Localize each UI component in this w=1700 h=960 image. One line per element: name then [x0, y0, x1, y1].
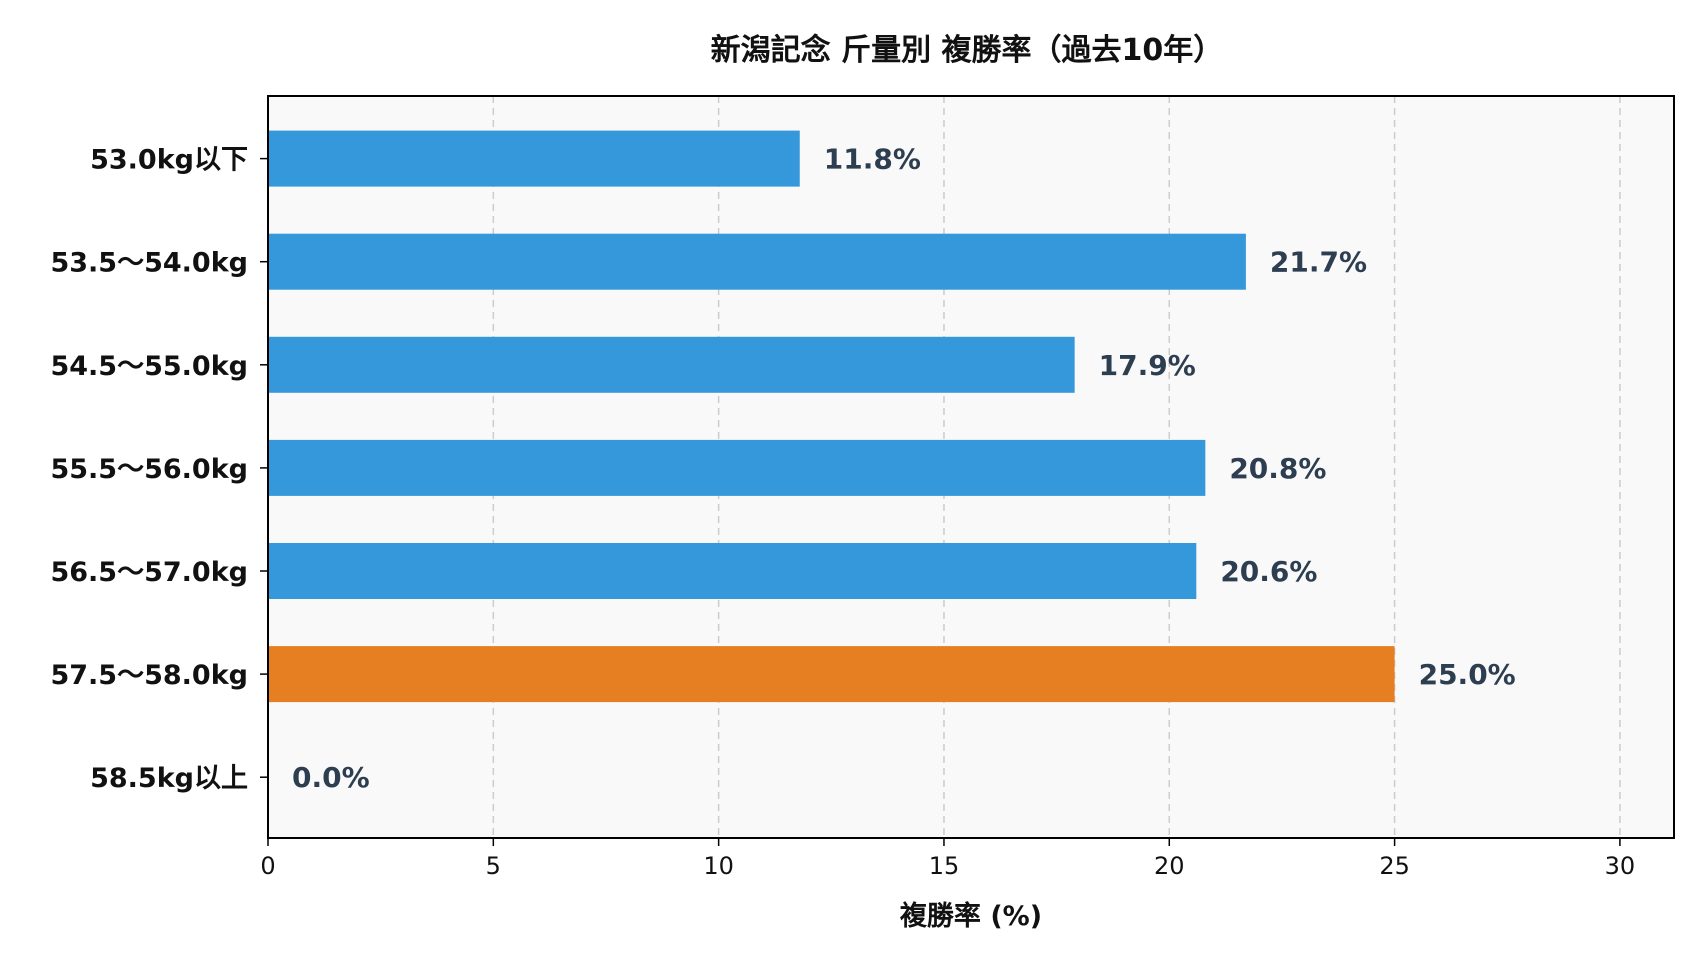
- bar: [268, 233, 1246, 290]
- bar: [268, 646, 1395, 703]
- x-tick-label: 25: [1379, 852, 1410, 880]
- y-tick-label: 55.5〜56.0kg: [50, 454, 248, 485]
- data-label: 11.8%: [824, 143, 921, 176]
- data-label: 21.7%: [1270, 246, 1367, 279]
- x-tick-label: 30: [1605, 852, 1636, 880]
- y-tick-label: 53.5〜54.0kg: [50, 248, 248, 279]
- plot-frame: [267, 95, 1675, 839]
- x-tick-label: 10: [703, 852, 734, 880]
- grid-lines: [492, 96, 1621, 838]
- data-label: 0.0%: [292, 761, 370, 794]
- x-tick-label: 5: [486, 852, 501, 880]
- y-tick-label: 58.5kg以上: [90, 763, 248, 794]
- data-label: 20.6%: [1220, 555, 1317, 588]
- y-tick-label: 53.0kg以下: [90, 145, 248, 176]
- y-tick-label: 57.5〜58.0kg: [50, 660, 248, 691]
- x-tick-label: 15: [929, 852, 960, 880]
- bar: [268, 439, 1206, 496]
- x-tick-label: 20: [1154, 852, 1185, 880]
- bars: [268, 130, 1395, 703]
- x-tick-label: 0: [260, 852, 275, 880]
- data-labels: 11.8% 21.7% 17.9% 20.8% 20.6% 25.0% 0.0%: [292, 143, 1516, 795]
- y-tick-label: 54.5〜55.0kg: [50, 351, 248, 382]
- data-label: 20.8%: [1229, 452, 1326, 485]
- chart-title: 新潟記念 斤量別 複勝率（過去10年）: [711, 33, 1224, 68]
- bar: [268, 336, 1075, 393]
- axis-ticks: 0 5 10 15 20 25 30 53.0kg以下 53.5〜54.0kg 54.5〜55.0…: [50, 145, 1635, 880]
- y-tick-label: 56.5〜57.0kg: [50, 557, 248, 588]
- x-axis-title: 複勝率 (%): [900, 900, 1042, 932]
- bar: [268, 543, 1197, 599]
- data-label: 17.9%: [1099, 349, 1196, 382]
- data-label: 25.0%: [1419, 658, 1516, 691]
- bar: [268, 130, 800, 187]
